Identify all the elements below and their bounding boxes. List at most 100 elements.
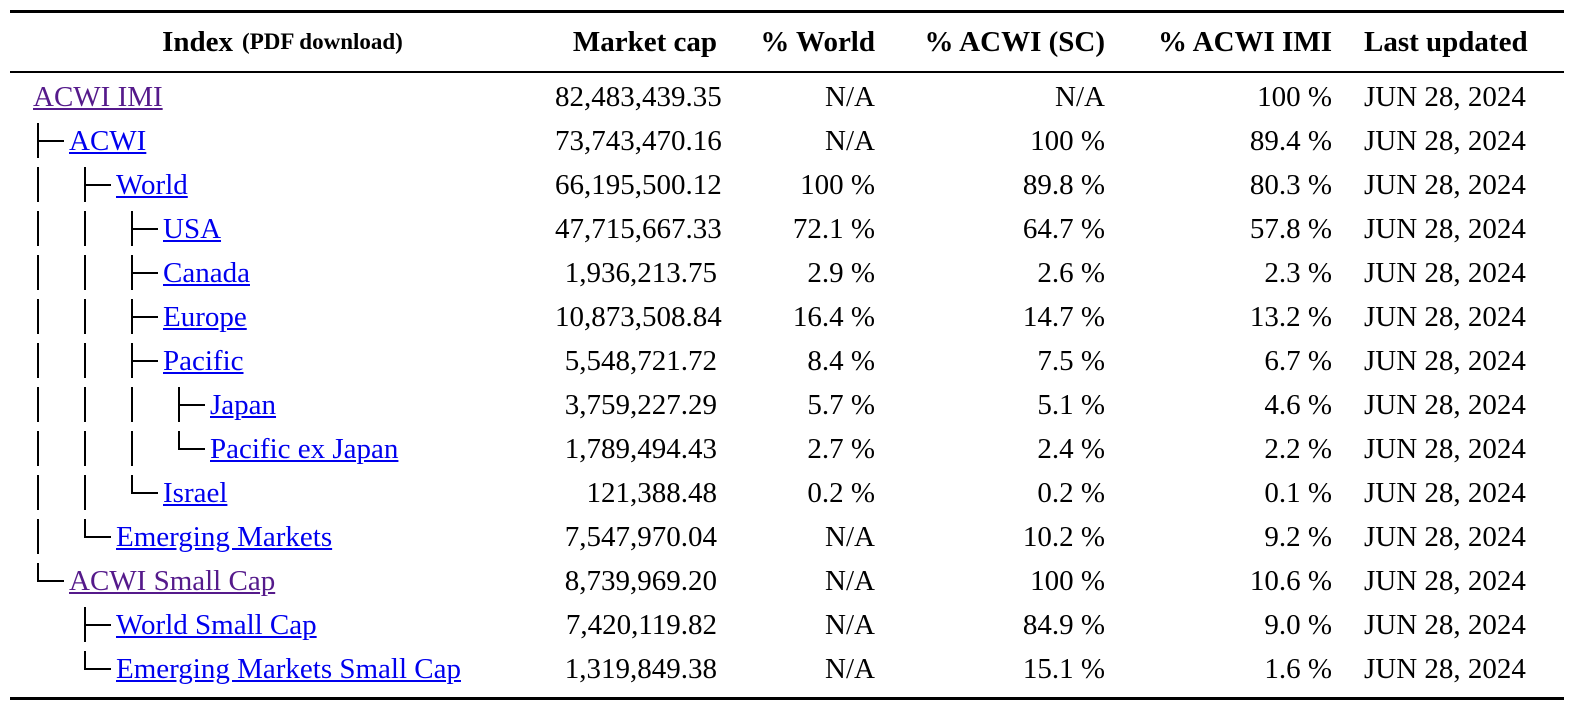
tree-connector bbox=[80, 339, 127, 383]
pct-world-cell: 100 % bbox=[800, 168, 875, 201]
table-body: ACWI IMI 82,483,439.35 N/A N/A 100 % JUN 28, … bbox=[10, 73, 1564, 697]
table-row: World Small Cap 7,420,119.82 N/A 84.9 % 9.0 … bbox=[10, 603, 1564, 647]
tree-connector bbox=[80, 647, 116, 691]
index-link[interactable]: Emerging Markets Small Cap bbox=[116, 652, 461, 685]
col-header-index: Index (PDF download) bbox=[10, 26, 555, 59]
table-row: Emerging Markets Small Cap 1,319,849.38 N/… bbox=[10, 647, 1564, 691]
tree-connector bbox=[80, 515, 116, 559]
index-cell: Israel bbox=[10, 471, 555, 515]
index-table: Index (PDF download) Market cap % World … bbox=[10, 10, 1564, 700]
last-updated-cell: JUN 28, 2024 bbox=[1364, 212, 1526, 245]
index-cell: ACWI bbox=[10, 119, 555, 163]
col-header-pct-acwi-sc: % ACWI (SC) bbox=[924, 25, 1105, 58]
pct-world-cell: 8.4 % bbox=[807, 344, 875, 377]
tree-connector bbox=[33, 471, 80, 515]
last-updated-cell: JUN 28, 2024 bbox=[1364, 608, 1526, 641]
tree-connector bbox=[33, 383, 80, 427]
table-row: Canada 1,936,213.75 2.9 % 2.6 % 2.3 % JUN 28,… bbox=[10, 251, 1564, 295]
pct-world-cell: N/A bbox=[825, 608, 875, 641]
pct-acwi-sc-cell: 2.4 % bbox=[1037, 432, 1105, 465]
index-cell: Emerging Markets Small Cap bbox=[10, 647, 555, 691]
pct-acwi-sc-cell: 5.1 % bbox=[1037, 388, 1105, 421]
index-cell: Pacific ex Japan bbox=[10, 427, 555, 471]
pct-acwi-sc-cell: 0.2 % bbox=[1037, 476, 1105, 509]
tree-connector bbox=[33, 119, 69, 163]
market-cap-cell: 10,873,508.84 bbox=[555, 300, 722, 333]
table-row: USA 47,715,667.33 72.1 % 64.7 % 57.8 % JUN 28… bbox=[10, 207, 1564, 251]
index-cell: World bbox=[10, 163, 555, 207]
tree-connector bbox=[33, 515, 80, 559]
last-updated-cell: JUN 28, 2024 bbox=[1364, 476, 1526, 509]
pct-acwi-imi-cell: 100 % bbox=[1257, 80, 1332, 113]
market-cap-cell: 47,715,667.33 bbox=[555, 212, 722, 245]
pct-acwi-sc-cell: 89.8 % bbox=[1022, 168, 1105, 201]
pct-acwi-sc-cell: 84.9 % bbox=[1022, 608, 1105, 641]
index-cell: Japan bbox=[10, 383, 555, 427]
last-updated-cell: JUN 28, 2024 bbox=[1364, 168, 1526, 201]
col-header-last-updated: Last updated bbox=[1364, 25, 1528, 58]
market-cap-cell: 66,195,500.12 bbox=[555, 168, 722, 201]
index-link[interactable]: World bbox=[116, 168, 188, 201]
tree-connector bbox=[80, 471, 127, 515]
col-header-pct-acwi-imi: % ACWI IMI bbox=[1157, 25, 1332, 58]
tree-connector bbox=[127, 471, 163, 515]
last-updated-cell: JUN 28, 2024 bbox=[1364, 652, 1526, 685]
index-link[interactable]: Japan bbox=[210, 388, 277, 421]
table-row: Emerging Markets 7,547,970.04 N/A 10.2 % 9.2… bbox=[10, 515, 1564, 559]
market-cap-cell: 1,789,494.43 bbox=[564, 432, 717, 465]
index-link[interactable]: Europe bbox=[163, 300, 247, 333]
index-link[interactable]: Canada bbox=[163, 256, 250, 289]
pct-acwi-imi-cell: 89.4 % bbox=[1249, 124, 1332, 157]
table-row: Pacific 5,548,721.72 8.4 % 7.5 % 6.7 % JUN 28… bbox=[10, 339, 1564, 383]
index-link[interactable]: Pacific ex Japan bbox=[210, 432, 399, 465]
tree-connector bbox=[80, 207, 127, 251]
tree-connector bbox=[33, 647, 80, 691]
last-updated-cell: JUN 28, 2024 bbox=[1364, 256, 1526, 289]
pct-acwi-sc-cell: 64.7 % bbox=[1022, 212, 1105, 245]
index-link[interactable]: USA bbox=[163, 212, 222, 245]
pct-acwi-sc-cell: 10.2 % bbox=[1022, 520, 1105, 553]
table-row: Europe 10,873,508.84 16.4 % 14.7 % 13.2 % JUN… bbox=[10, 295, 1564, 339]
table-row: Pacific ex Japan 1,789,494.43 2.7 % 2.4 % 2.… bbox=[10, 427, 1564, 471]
table-row: ACWI IMI 82,483,439.35 N/A N/A 100 % JUN 28, … bbox=[10, 75, 1564, 119]
tree-connector bbox=[33, 251, 80, 295]
pct-acwi-sc-cell: 100 % bbox=[1030, 564, 1105, 597]
index-link[interactable]: Israel bbox=[163, 476, 228, 509]
market-cap-cell: 82,483,439.35 bbox=[555, 80, 722, 113]
tree-connector bbox=[33, 339, 80, 383]
tree-connector bbox=[33, 207, 80, 251]
index-link[interactable]: ACWI IMI bbox=[33, 80, 163, 113]
last-updated-cell: JUN 28, 2024 bbox=[1364, 564, 1526, 597]
tree-connector bbox=[33, 427, 80, 471]
pct-acwi-imi-cell: 0.1 % bbox=[1264, 476, 1332, 509]
last-updated-cell: JUN 28, 2024 bbox=[1364, 520, 1526, 553]
tree-connector bbox=[127, 383, 174, 427]
index-cell: Pacific bbox=[10, 339, 555, 383]
index-link[interactable]: ACWI bbox=[69, 124, 147, 157]
pct-acwi-sc-cell: 15.1 % bbox=[1022, 652, 1105, 685]
pct-world-cell: N/A bbox=[825, 520, 875, 553]
index-cell: Canada bbox=[10, 251, 555, 295]
tree-connector bbox=[80, 427, 127, 471]
index-link[interactable]: Emerging Markets bbox=[116, 520, 333, 553]
pct-acwi-sc-cell: 7.5 % bbox=[1037, 344, 1105, 377]
pct-world-cell: N/A bbox=[825, 564, 875, 597]
last-updated-cell: JUN 28, 2024 bbox=[1364, 388, 1526, 421]
pct-acwi-imi-cell: 2.2 % bbox=[1264, 432, 1332, 465]
col-header-index-sublabel: (PDF download) bbox=[242, 29, 403, 54]
index-link[interactable]: ACWI Small Cap bbox=[69, 564, 276, 597]
index-link[interactable]: World Small Cap bbox=[116, 608, 317, 641]
pct-world-cell: N/A bbox=[825, 652, 875, 685]
index-link[interactable]: Pacific bbox=[163, 344, 244, 377]
pct-world-cell: 0.2 % bbox=[807, 476, 875, 509]
tree-connector bbox=[33, 603, 80, 647]
tree-connector bbox=[80, 251, 127, 295]
col-header-pct-world: % World bbox=[760, 25, 875, 58]
market-cap-cell: 73,743,470.16 bbox=[555, 124, 722, 157]
market-cap-cell: 8,739,969.20 bbox=[564, 564, 717, 597]
table-header: Index (PDF download) Market cap % World … bbox=[10, 13, 1564, 73]
pct-acwi-imi-cell: 2.3 % bbox=[1264, 256, 1332, 289]
pct-world-cell: 2.7 % bbox=[807, 432, 875, 465]
pct-acwi-imi-cell: 57.8 % bbox=[1249, 212, 1332, 245]
index-cell: ACWI Small Cap bbox=[10, 559, 555, 603]
